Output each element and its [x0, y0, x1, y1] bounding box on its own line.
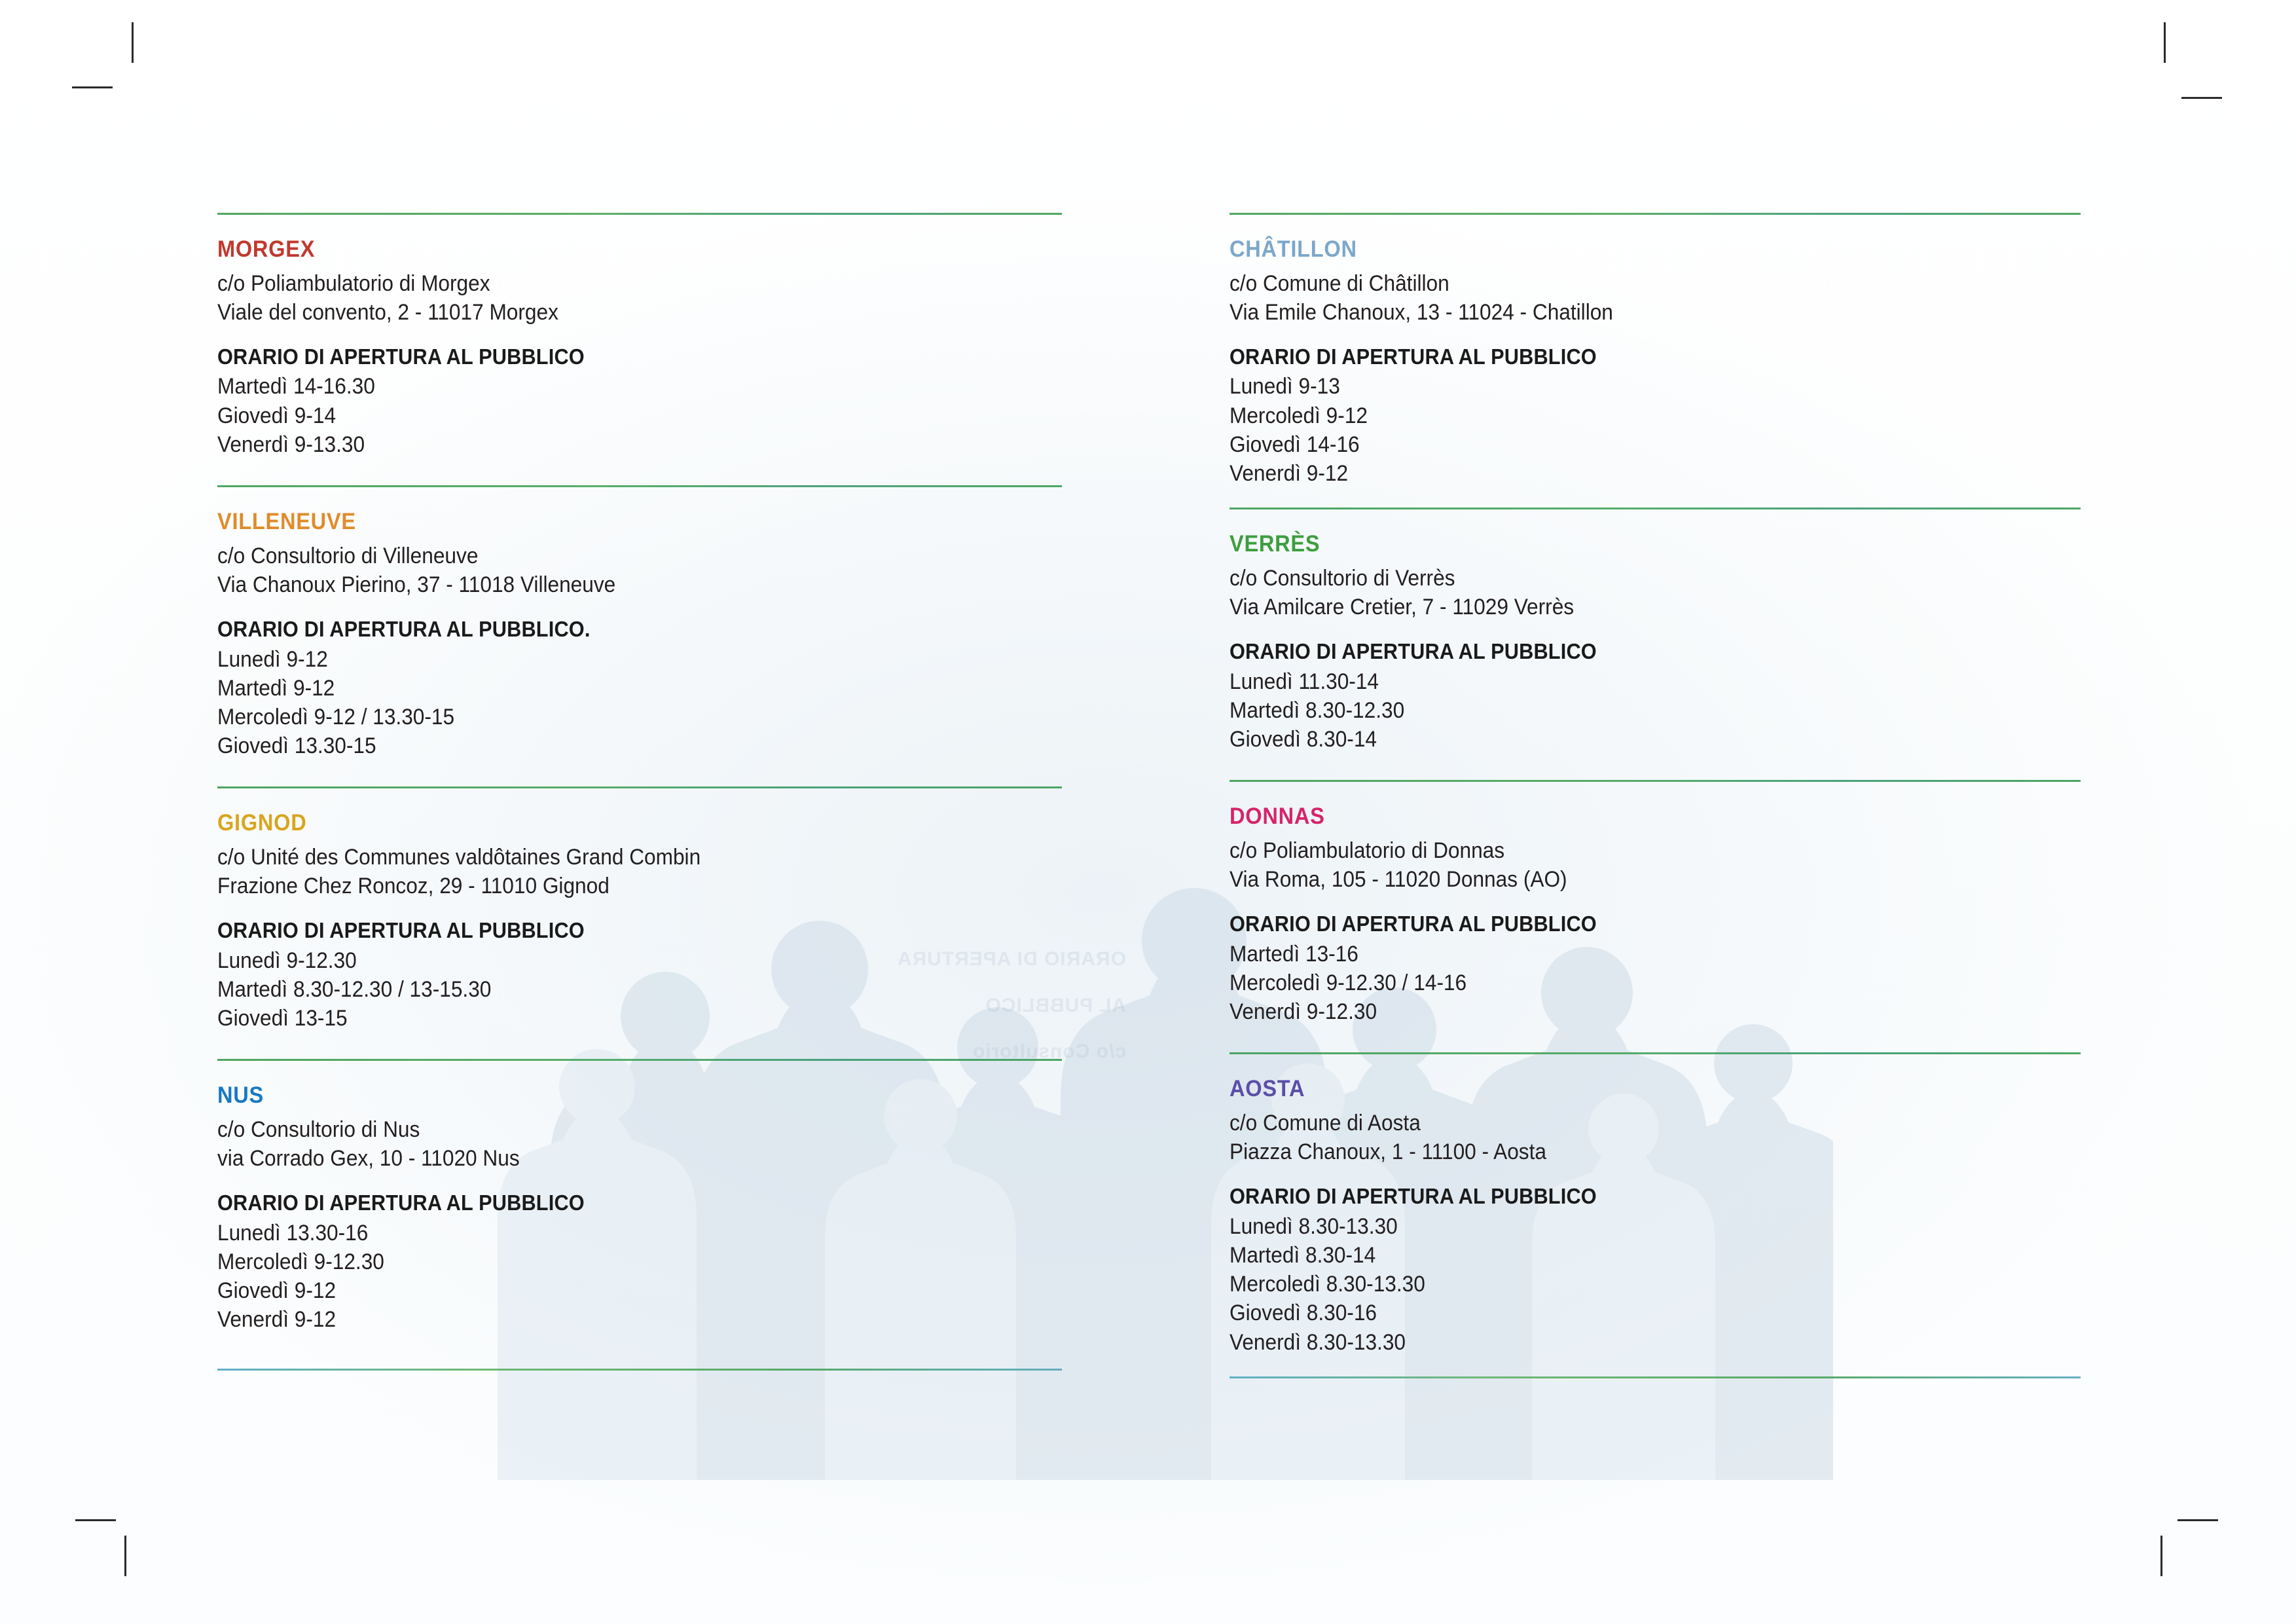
- hours-line: Martedì 14-16.30: [217, 374, 375, 399]
- hours-heading: ORARIO DI APERTURA AL PUBBLICO: [217, 918, 585, 943]
- office-venue: c/o Consultorio di Villeneuve: [217, 543, 479, 568]
- office-entry-donnas: DONNAS c/o Poliambulatorio di Donnas Via…: [1230, 782, 2081, 1026]
- hours-heading: ORARIO DI APERTURA AL PUBBLICO: [1230, 1184, 1597, 1209]
- office-entry-aosta: AOSTA c/o Comune di Aosta Piazza Chanoux…: [1230, 1054, 2081, 1356]
- office-address: Via Roma, 105 - 11020 Donnas (AO): [1230, 866, 1567, 892]
- hours-line: Lunedì 11.30-14: [1230, 669, 1379, 694]
- office-address: Via Amilcare Cretier, 7 - 11029 Verrès: [1230, 594, 1575, 619]
- office-name: GIGNOD: [217, 810, 307, 836]
- hours-line: Lunedì 9-12: [217, 646, 328, 672]
- separator-rule: [217, 1059, 1062, 1061]
- hours-line: Mercoledì 8.30-13.30: [1230, 1272, 1425, 1297]
- hours-heading: ORARIO DI APERTURA AL PUBBLICO.: [217, 616, 591, 641]
- office-venue: c/o Consultorio di Nus: [217, 1116, 420, 1142]
- office-venue: c/o Unité des Communes valdôtaines Grand…: [217, 844, 701, 870]
- separator-rule-bottom: [1230, 1376, 2081, 1378]
- hours-line: Venerdì 9-12.30: [1230, 999, 1377, 1025]
- office-entry-nus: NUS c/o Consultorio di Nus via Corrado G…: [217, 1061, 1062, 1334]
- office-address: Via Chanoux Pierino, 37 - 11018 Villeneu…: [217, 572, 616, 597]
- office-venue: c/o Poliambulatorio di Donnas: [1230, 838, 1505, 863]
- office-name: VILLENEUVE: [217, 509, 356, 535]
- office-venue: c/o Comune di Châtillon: [1230, 270, 1449, 296]
- hours-line: Lunedì 9-13: [1230, 374, 1340, 399]
- office-address: Piazza Chanoux, 1 - 11100 - Aosta: [1230, 1139, 1546, 1164]
- hours-line: Venerdì 9-12: [1230, 461, 1349, 487]
- hours-heading: ORARIO DI APERTURA AL PUBBLICO: [1230, 912, 1597, 936]
- office-venue: c/o Consultorio di Verrès: [1230, 565, 1455, 591]
- hours-line: Mercoledì 9-12.30: [217, 1249, 384, 1274]
- hours-heading: ORARIO DI APERTURA AL PUBBLICO: [1230, 639, 1597, 664]
- office-name: CHÂTILLON: [1230, 236, 1357, 262]
- hours-line: Mercoledì 9-12 / 13.30-15: [217, 704, 455, 729]
- separator-rule-bottom: [217, 1368, 1062, 1371]
- separator-rule: [217, 786, 1062, 789]
- hours-heading: ORARIO DI APERTURA AL PUBBLICO: [1230, 344, 1597, 369]
- hours-line: Giovedì 8.30-16: [1230, 1301, 1377, 1326]
- office-name: NUS: [217, 1082, 264, 1109]
- separator-rule: [1230, 213, 2081, 215]
- hours-line: Lunedì 13.30-16: [217, 1220, 369, 1246]
- separator-rule: [217, 485, 1062, 488]
- hours-line: Mercoledì 9-12: [1230, 403, 1368, 428]
- office-entry-gignod: GIGNOD c/o Unité des Communes valdôtaine…: [217, 788, 1062, 1033]
- hours-line: Giovedì 13-15: [217, 1006, 348, 1031]
- hours-line: Giovedì 9-12: [217, 1278, 337, 1304]
- office-entry-chatillon: CHÂTILLON c/o Comune di Châtillon Via Em…: [1230, 215, 2081, 488]
- office-entry-morgex: MORGEX c/o Poliambulatorio di Morgex Via…: [217, 215, 1062, 459]
- right-column: CHÂTILLON c/o Comune di Châtillon Via Em…: [1230, 213, 2081, 1378]
- hours-line: Venerdì 9-13.30: [217, 432, 365, 457]
- office-address: Viale del convento, 2 - 11017 Morgex: [217, 299, 558, 325]
- separator-rule: [1230, 507, 2081, 510]
- office-address: via Corrado Gex, 10 - 11020 Nus: [217, 1145, 520, 1171]
- hours-line: Martedì 8.30-12.30: [1230, 697, 1405, 723]
- hours-line: Venerdì 8.30-13.30: [1230, 1329, 1406, 1355]
- hours-line: Martedì 8.30-12.30 / 13-15.30: [217, 976, 492, 1002]
- hours-line: Martedì 9-12: [217, 675, 335, 701]
- office-name: VERRÈS: [1230, 531, 1321, 557]
- office-venue: c/o Comune di Aosta: [1230, 1110, 1421, 1135]
- office-address: Via Emile Chanoux, 13 - 11024 - Chatillo…: [1230, 299, 1613, 325]
- hours-line: Giovedì 8.30-14: [1230, 727, 1377, 752]
- hours-line: Martedì 13-16: [1230, 941, 1358, 967]
- hours-line: Giovedì 13.30-15: [217, 733, 376, 759]
- office-venue: c/o Poliambulatorio di Morgex: [217, 270, 490, 296]
- separator-rule: [1230, 780, 2081, 783]
- separator-rule: [217, 213, 1062, 215]
- office-address: Frazione Chez Roncoz, 29 - 11010 Gignod: [217, 873, 610, 898]
- hours-line: Martedì 8.30-14: [1230, 1242, 1376, 1268]
- hours-line: Lunedì 8.30-13.30: [1230, 1213, 1398, 1239]
- hours-heading: ORARIO DI APERTURA AL PUBBLICO: [217, 1190, 585, 1215]
- office-name: MORGEX: [217, 236, 316, 262]
- separator-rule: [1230, 1052, 2081, 1055]
- office-name: DONNAS: [1230, 803, 1325, 830]
- office-entry-verres: VERRÈS c/o Consultorio di Verrès Via Ami…: [1230, 509, 2081, 754]
- hours-line: Lunedì 9-12.30: [217, 948, 357, 973]
- hours-line: Mercoledì 9-12.30 / 14-16: [1230, 970, 1467, 995]
- hours-heading: ORARIO DI APERTURA AL PUBBLICO: [217, 344, 585, 369]
- hours-line: Giovedì 9-14: [217, 403, 337, 428]
- hours-line: Giovedì 14-16: [1230, 432, 1360, 457]
- hours-line: Venerdì 9-12: [217, 1307, 337, 1333]
- left-column: MORGEX c/o Poliambulatorio di Morgex Via…: [217, 213, 1062, 1371]
- office-entry-villeneuve: VILLENEUVE c/o Consultorio di Villeneuve…: [217, 487, 1062, 760]
- office-name: AOSTA: [1230, 1076, 1305, 1102]
